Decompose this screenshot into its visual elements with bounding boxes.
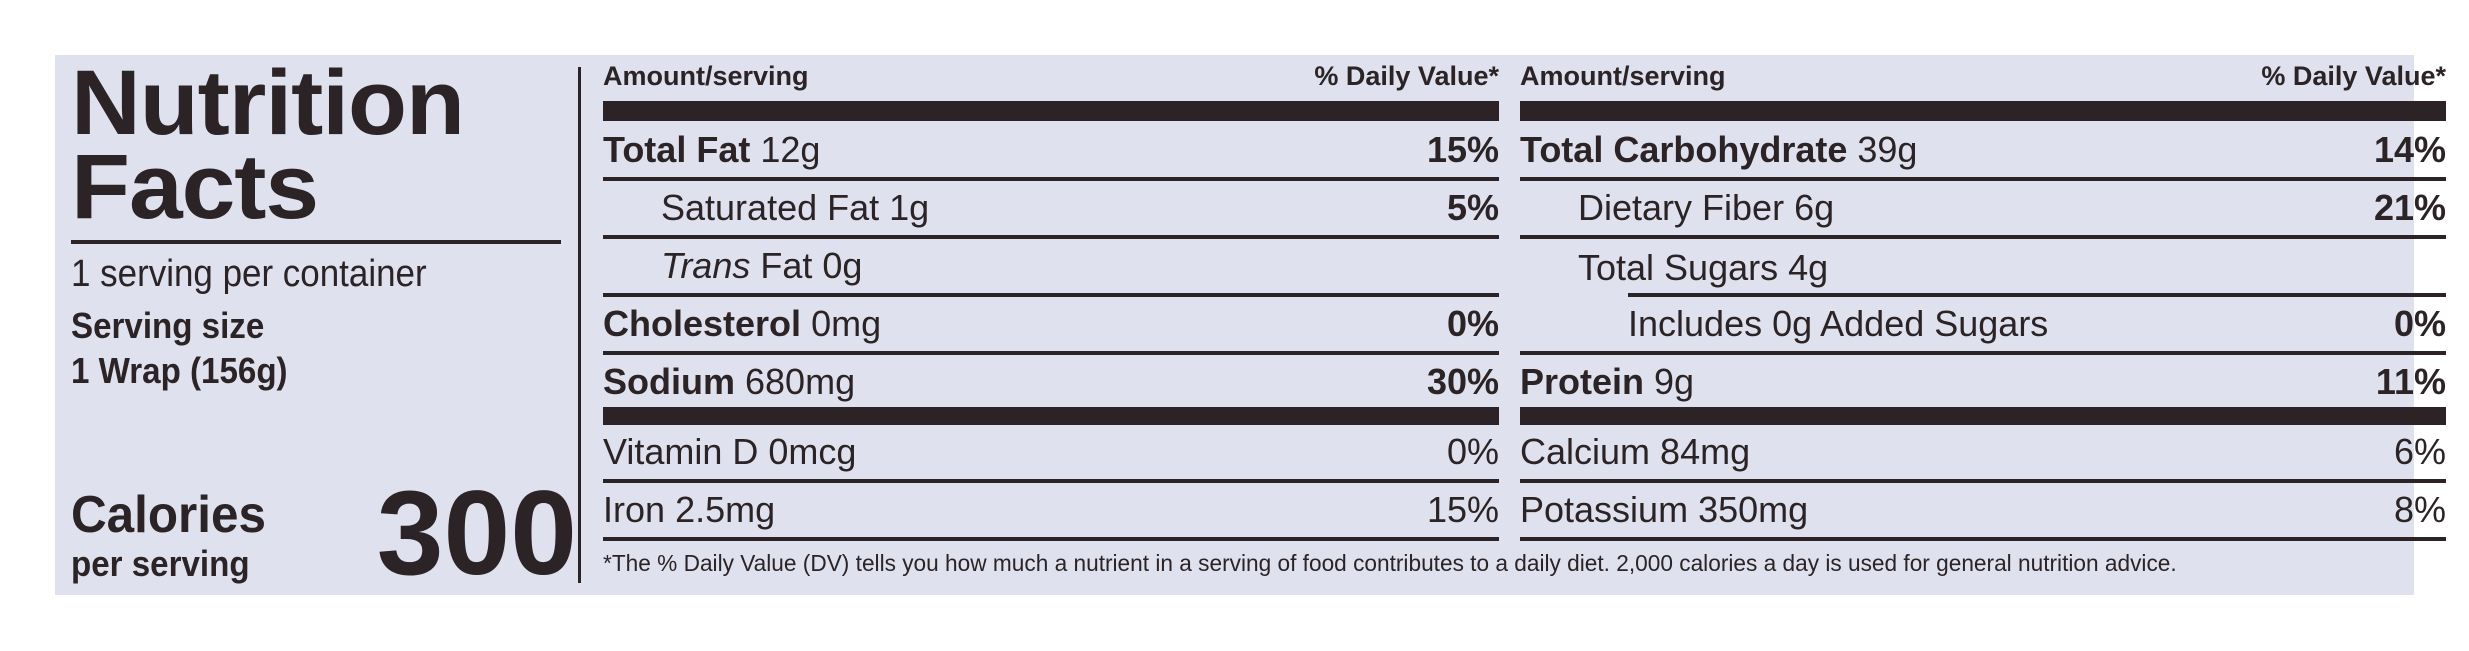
divider bbox=[71, 240, 561, 244]
nutrient-dv: 0% bbox=[1446, 431, 1499, 472]
nutrient-amount: 6g bbox=[1794, 187, 1835, 228]
label-summary: Nutrition Facts 1 serving per container … bbox=[71, 52, 577, 595]
dv-header: % Daily Value* bbox=[1314, 61, 1499, 91]
serving-size-label: Serving size bbox=[71, 305, 265, 346]
nutrient-name: Total Fat bbox=[603, 129, 751, 170]
amount-header: Amount/serving bbox=[603, 61, 809, 91]
nutrient-amount: 0mg bbox=[811, 303, 882, 344]
calories-value: 300 bbox=[376, 466, 577, 600]
nutrient-name: Sodium bbox=[603, 361, 735, 402]
column-header: Amount/serving % Daily Value* bbox=[603, 61, 1499, 95]
nutrient-name-suffix: Fat bbox=[760, 245, 813, 286]
thick-divider bbox=[1520, 101, 2446, 121]
nutrient-row-added-sugars: Includes 0g Added Sugars 0% bbox=[1520, 297, 2446, 355]
nutrient-row-iron: Iron 2.5mg 15% bbox=[603, 483, 1499, 541]
nutrient-row-protein: Protein 9g 11% bbox=[1520, 355, 2446, 409]
nutrient-row-potassium: Potassium 350mg 8% bbox=[1520, 483, 2446, 541]
nutrient-dv: 0% bbox=[2393, 303, 2446, 344]
nutrition-facts-label: Nutrition Facts 1 serving per container … bbox=[55, 52, 2446, 595]
nutrient-name: Total Carbohydrate bbox=[1520, 129, 1848, 170]
vertical-divider bbox=[578, 67, 581, 583]
nutrient-dv: 21% bbox=[2373, 187, 2446, 228]
nutrient-row-sodium: Sodium 680mg 30% bbox=[603, 355, 1499, 409]
nutrient-amount: 0mcg bbox=[768, 431, 857, 472]
nutrient-name: Trans bbox=[661, 245, 751, 286]
nutrient-name: Total Sugars bbox=[1578, 247, 1779, 288]
nutrient-row-calcium: Calcium 84mg 6% bbox=[1520, 425, 2446, 483]
nutrient-dv: 6% bbox=[2393, 431, 2446, 472]
nutrient-dv: 15% bbox=[1426, 129, 1499, 170]
nutrient-name: Vitamin D bbox=[603, 431, 759, 472]
nutrient-amount: 84mg bbox=[1660, 431, 1751, 472]
nutrient-amount: 350mg bbox=[1698, 489, 1809, 530]
thick-divider bbox=[1520, 407, 2446, 425]
nutrient-name: Cholesterol bbox=[603, 303, 802, 344]
nutrient-amount: 4g bbox=[1788, 247, 1829, 288]
nutrient-dv: 15% bbox=[1426, 489, 1499, 530]
nutrient-amount: 680mg bbox=[745, 361, 856, 402]
daily-value-footnote: *The % Daily Value (DV) tells you how mu… bbox=[603, 550, 2177, 576]
nutrient-dv: 11% bbox=[2375, 361, 2446, 402]
nutrient-row-vitamin-d: Vitamin D 0mcg 0% bbox=[603, 425, 1499, 483]
nutrient-name: Saturated Fat bbox=[661, 187, 880, 228]
nutrient-row-total-sugars: Total Sugars 4g bbox=[1520, 239, 2446, 297]
nutrient-name: Potassium bbox=[1520, 489, 1689, 530]
nutrient-dv: 0% bbox=[1446, 303, 1499, 344]
nutrient-amount: 12g bbox=[760, 129, 821, 170]
nutrient-amount: 39g bbox=[1857, 129, 1918, 170]
calories-label: Calories bbox=[71, 486, 266, 544]
nutrient-name: Dietary Fiber bbox=[1578, 187, 1785, 228]
divider bbox=[1628, 293, 2446, 297]
thick-divider bbox=[603, 101, 1499, 121]
nutrient-amount: 9g bbox=[1654, 361, 1695, 402]
nutrient-name: Iron bbox=[603, 489, 666, 530]
nutrient-row-cholesterol: Cholesterol 0mg 0% bbox=[603, 297, 1499, 355]
label-title: Nutrition Facts bbox=[71, 52, 465, 238]
nutrient-amount: 0g bbox=[822, 245, 863, 286]
dv-header: % Daily Value* bbox=[2261, 61, 2446, 91]
nutrient-row-total-fat: Total Fat 12g 15% bbox=[603, 123, 1499, 181]
nutrient-row-saturated-fat: Saturated Fat 1g 5% bbox=[603, 181, 1499, 239]
nutrient-name: Calcium bbox=[1520, 431, 1651, 472]
nutrient-dv: 30% bbox=[1426, 361, 1499, 402]
calories-sub-label: per serving bbox=[71, 543, 250, 584]
nutrient-name: Protein bbox=[1520, 361, 1645, 402]
nutrient-row-dietary-fiber: Dietary Fiber 6g 21% bbox=[1520, 181, 2446, 239]
nutrient-amount: 1g bbox=[889, 187, 930, 228]
title-line-2: Facts bbox=[71, 136, 319, 238]
nutrient-dv: 5% bbox=[1446, 187, 1499, 228]
nutrient-dv: 14% bbox=[2373, 129, 2446, 170]
nutrient-dv: 8% bbox=[2393, 489, 2446, 530]
thick-divider bbox=[603, 407, 1499, 425]
nutrient-row-total-carbohydrate: Total Carbohydrate 39g 14% bbox=[1520, 123, 2446, 181]
amount-header: Amount/serving bbox=[1520, 61, 1726, 91]
nutrient-amount: 2.5mg bbox=[675, 489, 776, 530]
serving-size-value: 1 Wrap (156g) bbox=[71, 350, 288, 391]
nutrient-row-trans-fat: Trans Fat 0g bbox=[603, 239, 1499, 297]
nutrient-name: Includes 0g Added Sugars bbox=[1628, 303, 2049, 344]
title-line-1: Nutrition bbox=[71, 52, 465, 154]
column-header: Amount/serving % Daily Value* bbox=[1520, 61, 2446, 95]
servings-per-container: 1 serving per container bbox=[71, 253, 427, 295]
